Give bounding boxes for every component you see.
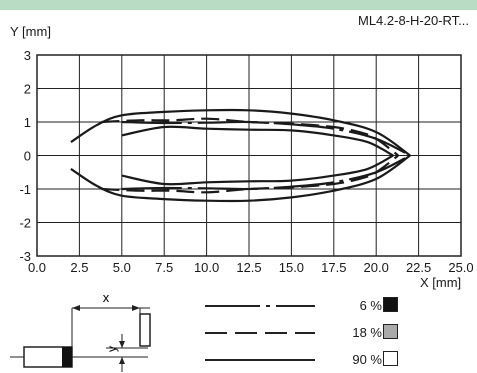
curve-18-lower [101,154,399,194]
curve-group [70,108,411,203]
x-tick-label: 25.0 [448,260,473,275]
curve-90-upper [70,108,411,157]
x-dimension-label: x [103,290,110,305]
y-tick-label: 2 [24,82,31,97]
x-axis-label: X [mm] [420,275,462,290]
curve-90-inner-upper [121,125,394,157]
y-tick-label: -2 [19,216,31,231]
detection-range-chart: 0.0 2.5 5.0 7.5 10.0 12.5 15.0 17.5 20.0 22.5 25.0… [19,48,473,275]
x-tick-label: 7.5 [155,260,173,275]
x-tick-label: 22.5 [406,260,431,275]
sensor-geometry-diagram: x y [10,290,151,372]
legend-swatch-18 [383,324,398,339]
y-dimension-label: y [105,346,119,352]
y-tick-label: -1 [19,182,31,197]
x-arrow-right [132,305,140,311]
x-arrow-left [72,305,80,311]
y-tick-label: 0 [24,149,31,164]
y-arrow-bottom [119,357,125,364]
curve-6-lower [121,154,411,191]
top-accent-bar [0,0,477,10]
model-number: ML4.2-8-H-20-RT... [357,13,469,28]
legend-label-90: 90 % [352,352,382,367]
curve-6-upper [121,120,411,157]
y-arrow-top [119,341,125,348]
sensor-emitter [62,347,72,367]
y-tick-label: 1 [24,115,31,130]
y-tick-label: -3 [19,249,31,264]
x-tick-label: 10.0 [194,260,219,275]
legend-line-90 [205,359,315,361]
curve-90-lower [70,154,411,203]
legend-swatch-90 [383,351,398,366]
legend-label-18: 18 % [352,325,382,340]
y-tick-label: 3 [24,48,31,63]
legend-item-6: 6 % [205,296,398,316]
legend-swatch-6 [383,297,398,312]
legend-item-18: 18 % [205,323,398,343]
reflector-target [139,313,151,347]
x-tick-label: 20.0 [364,260,389,275]
curve-90-inner-lower [121,154,394,186]
legend-line-18 [205,332,315,334]
x-tick-label: 5.0 [113,260,131,275]
legend-label-6: 6 % [359,298,382,313]
legend-line-6 [205,305,315,307]
x-tick-label: 2.5 [70,260,88,275]
axis-ticks: 0.0 2.5 5.0 7.5 10.0 12.5 15.0 17.5 20.0 22.5 25.0… [19,48,473,275]
legend-item-90: 90 % [205,350,398,370]
legend: 6 % 18 % 90 % [205,296,405,370]
x-tick-label: 12.5 [236,260,261,275]
x-tick-label: 15.0 [279,260,304,275]
curve-18-upper [101,117,399,157]
x-tick-label: 0.0 [28,260,46,275]
y-axis-label: Y [mm] [10,24,51,39]
x-tick-label: 17.5 [321,260,346,275]
